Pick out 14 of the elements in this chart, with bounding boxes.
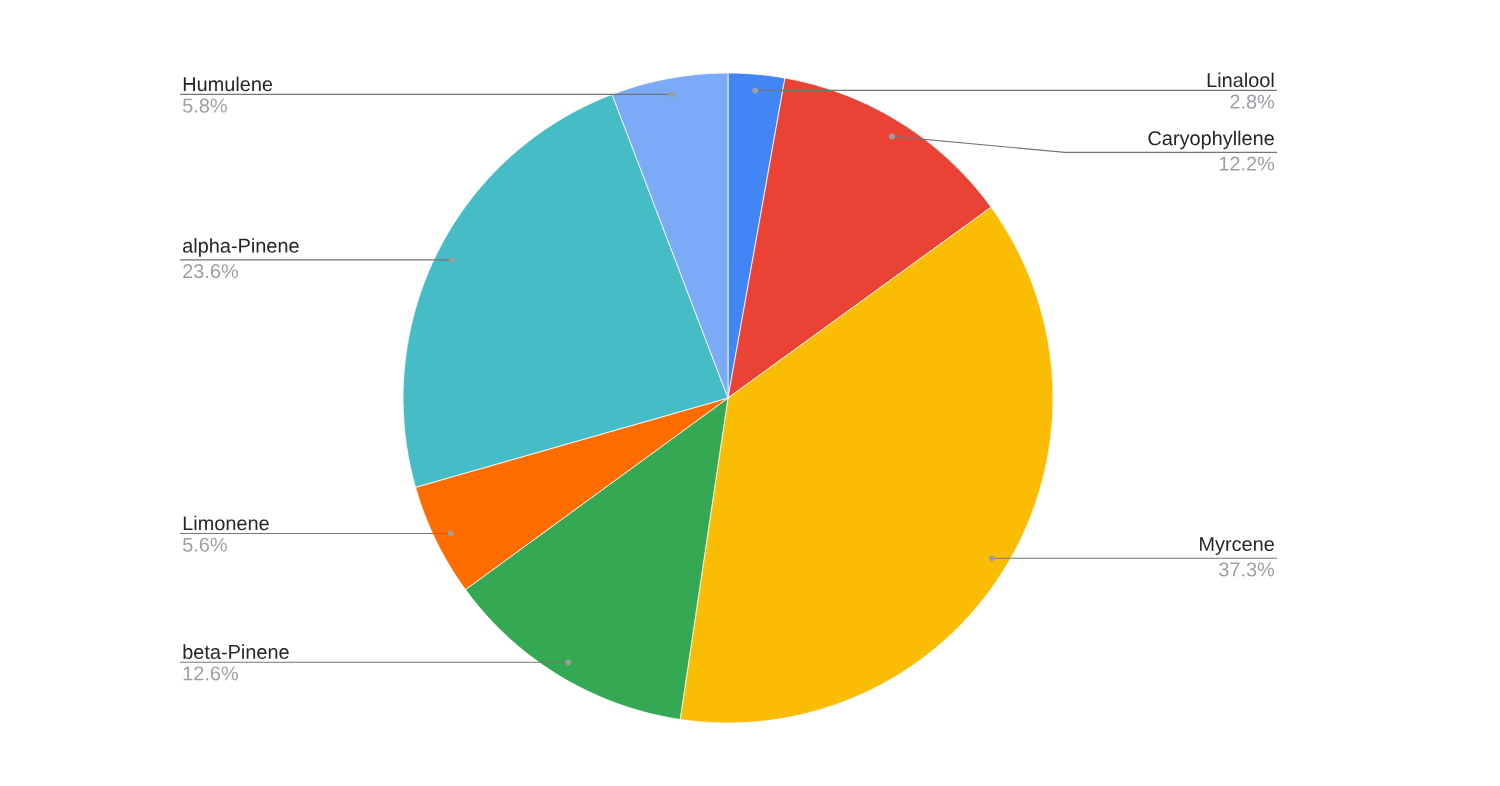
slice-label: beta-Pinene bbox=[183, 644, 289, 659]
data-label: 2.8% bbox=[1230, 94, 1275, 109]
slice-label: Myrcene bbox=[1200, 537, 1274, 556]
data-label: 37.3% bbox=[1219, 562, 1275, 577]
data-label: 12.6% bbox=[183, 666, 238, 681]
data-label: 23.6% bbox=[183, 264, 238, 279]
data-label: 5.6% bbox=[183, 537, 227, 552]
data-label: 5.8% bbox=[183, 98, 227, 113]
slice-label: Limonene bbox=[183, 515, 269, 531]
slice-label: Caryophyllene bbox=[1148, 130, 1274, 150]
slice-label: alpha-Pinene bbox=[183, 238, 299, 257]
slice-label: Humulene bbox=[183, 76, 273, 92]
data-label: 12.2% bbox=[1219, 156, 1275, 171]
slice-label: Linalool bbox=[1207, 72, 1274, 88]
